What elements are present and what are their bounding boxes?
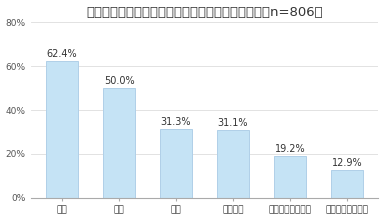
Text: 12.9%: 12.9%	[332, 158, 362, 168]
Text: 50.0%: 50.0%	[104, 77, 134, 86]
Text: 31.1%: 31.1%	[218, 118, 248, 128]
Text: 62.4%: 62.4%	[47, 49, 77, 59]
Bar	[161, 129, 192, 198]
Bar	[103, 88, 135, 198]
Bar	[331, 170, 362, 198]
Bar	[217, 130, 249, 198]
Text: 19.2%: 19.2%	[275, 144, 305, 154]
Bar	[274, 156, 306, 198]
Title: 冷凍保存の場合は食品の期限切れを気にしない人（n=806）: 冷凍保存の場合は食品の期限切れを気にしない人（n=806）	[86, 6, 323, 18]
Bar	[46, 61, 78, 198]
Text: 31.3%: 31.3%	[161, 117, 191, 127]
